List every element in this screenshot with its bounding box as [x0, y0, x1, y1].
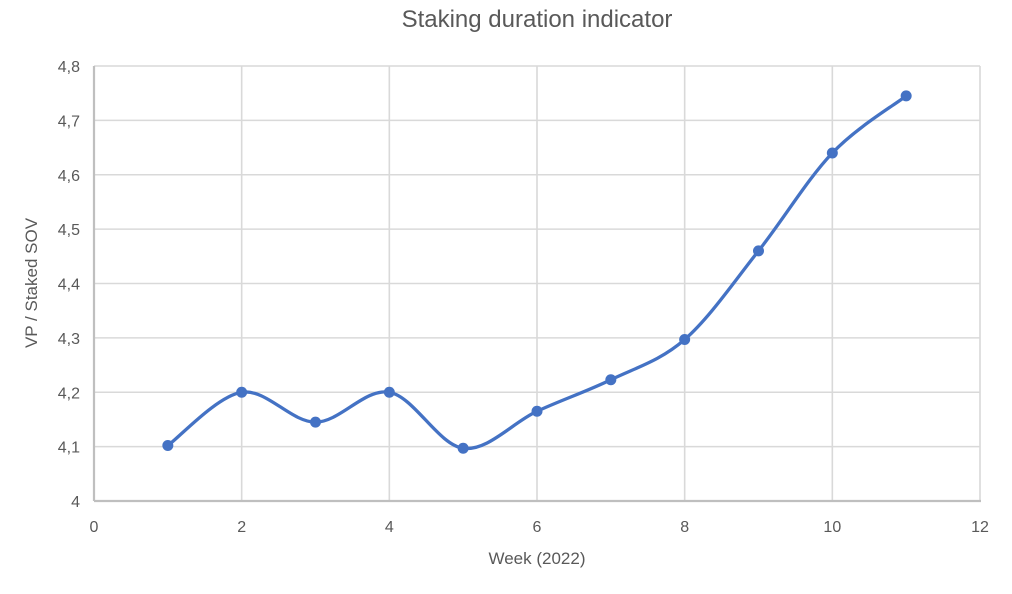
- x-tick-label: 10: [823, 519, 841, 536]
- data-point-marker: [605, 374, 617, 386]
- y-tick-label: 4,4: [58, 277, 80, 294]
- x-tick-label: 12: [971, 519, 989, 536]
- data-point-marker: [457, 442, 469, 454]
- y-tick-label: 4,6: [58, 168, 80, 185]
- x-axis-title: Week (2022): [488, 549, 586, 568]
- data-point-marker: [531, 405, 543, 417]
- data-point-marker: [900, 90, 912, 102]
- data-point-marker: [753, 245, 764, 257]
- data-point-marker: [236, 386, 248, 398]
- y-tick-label: 4,3: [58, 331, 80, 348]
- y-tick-label: 4,7: [58, 113, 80, 130]
- y-tick-label: 4,2: [58, 385, 80, 402]
- x-tick-label: 2: [237, 519, 246, 536]
- data-point-marker: [826, 147, 838, 159]
- y-tick-label: 4,8: [58, 59, 80, 76]
- data-point-marker: [310, 416, 321, 428]
- y-tick-label: 4,1: [58, 440, 80, 457]
- x-tick-label: 4: [385, 519, 394, 536]
- y-tick-label: 4,5: [58, 222, 80, 239]
- x-tick-label: 8: [680, 519, 689, 536]
- data-point-marker: [679, 334, 691, 346]
- chart-title: Staking duration indicator: [401, 6, 673, 33]
- y-tick-label: 4: [71, 494, 80, 511]
- x-tick-label: 6: [533, 519, 542, 536]
- data-point-marker: [383, 386, 395, 398]
- x-tick-label: 0: [90, 519, 99, 536]
- data-point-marker: [162, 440, 174, 452]
